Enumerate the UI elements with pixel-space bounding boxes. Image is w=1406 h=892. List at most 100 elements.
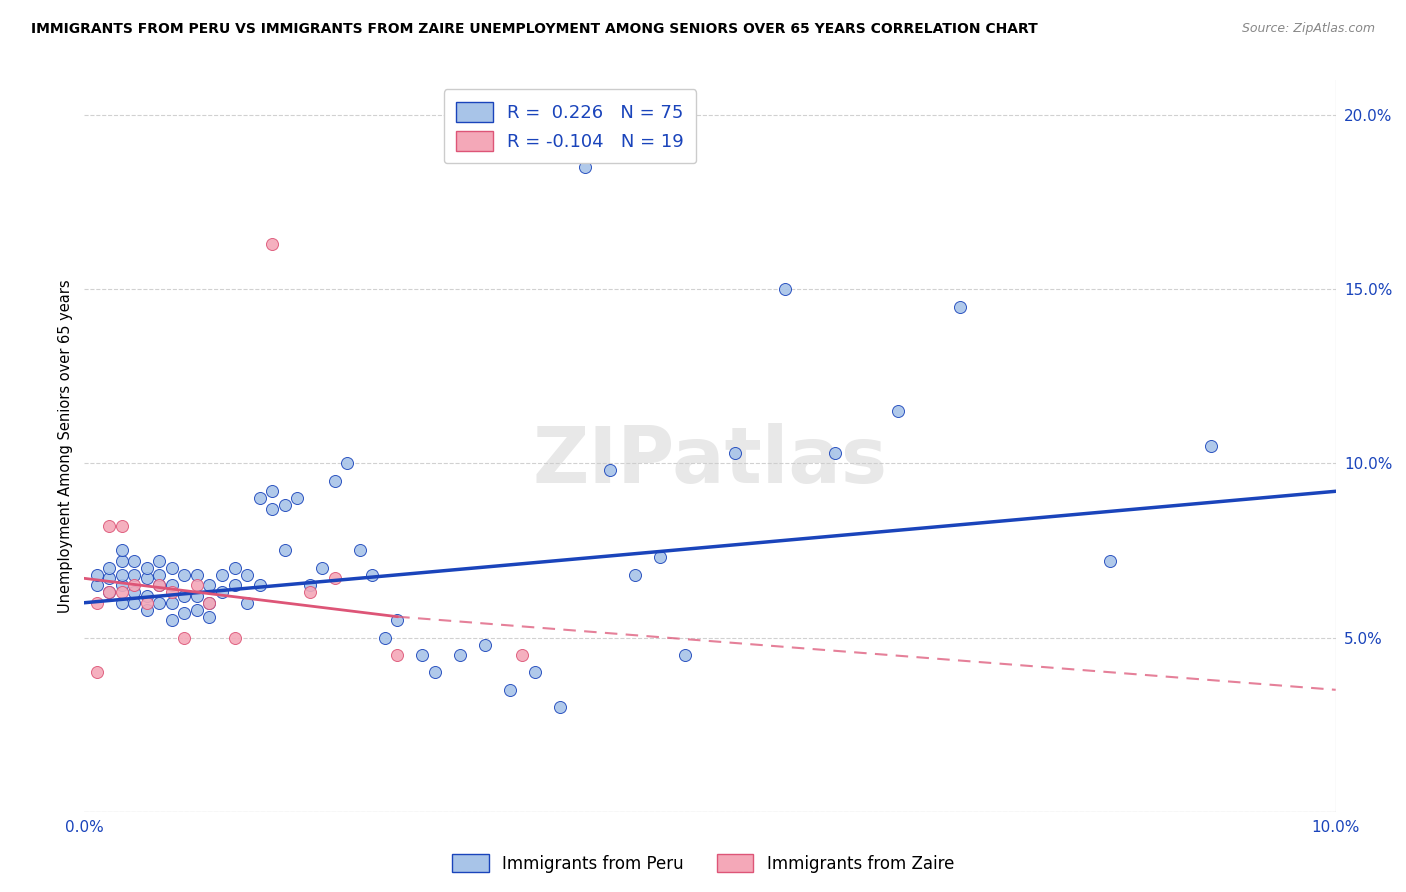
Point (648, 550, 671, 565)
Point (211, 567, 233, 582)
Point (411, 648, 433, 662)
Point (311, 561, 333, 575)
Point (160, 561, 183, 575)
Point (198, 596, 221, 610)
Point (361, 567, 384, 582)
Point (262, 237, 284, 252)
Legend: Immigrants from Peru, Immigrants from Zaire: Immigrants from Peru, Immigrants from Za… (446, 847, 960, 880)
Point (673, 648, 696, 662)
Point (198, 578, 221, 592)
Point (160, 613, 183, 627)
Point (98, 519, 121, 533)
Point (173, 631, 195, 645)
Point (111, 567, 134, 582)
Point (336, 457, 359, 471)
Text: IMMIGRANTS FROM PERU VS IMMIGRANTS FROM ZAIRE UNEMPLOYMENT AMONG SENIORS OVER 65: IMMIGRANTS FROM PERU VS IMMIGRANTS FROM … (31, 22, 1038, 37)
Y-axis label: Unemployment Among Seniors over 65 years: Unemployment Among Seniors over 65 years (58, 279, 73, 613)
Point (449, 648, 471, 662)
Point (98, 571, 121, 585)
Point (512, 648, 534, 662)
Point (285, 491, 308, 506)
Point (136, 603, 159, 617)
Point (148, 596, 170, 610)
Point (523, 665, 546, 680)
Point (298, 585, 321, 599)
Point (949, 300, 972, 314)
Point (887, 404, 910, 418)
Point (86, 578, 108, 592)
Point (148, 554, 170, 568)
Point (124, 596, 146, 610)
Point (724, 446, 747, 460)
Text: ZIPatlas: ZIPatlas (533, 423, 887, 499)
Point (423, 665, 446, 680)
Point (124, 554, 146, 568)
Point (273, 498, 295, 512)
Point (98, 561, 121, 575)
Point (148, 578, 170, 592)
Point (236, 567, 259, 582)
Point (124, 585, 146, 599)
Point (160, 585, 183, 599)
Point (86, 665, 108, 680)
Point (224, 561, 246, 575)
Point (224, 578, 246, 592)
Point (111, 578, 134, 592)
Point (111, 554, 134, 568)
Point (198, 609, 221, 624)
Point (111, 596, 134, 610)
Point (173, 567, 195, 582)
Point (374, 631, 396, 645)
Point (474, 638, 496, 652)
Legend: R =  0.226   N = 75, R = -0.104   N = 19: R = 0.226 N = 75, R = -0.104 N = 19 (444, 89, 696, 163)
Point (236, 596, 259, 610)
Point (574, 161, 596, 175)
Point (160, 578, 183, 592)
Point (136, 571, 159, 585)
Point (173, 606, 195, 620)
Point (323, 474, 346, 488)
Point (224, 631, 246, 645)
Point (624, 567, 647, 582)
Point (86, 567, 108, 582)
Point (249, 578, 271, 592)
Point (385, 613, 409, 627)
Point (211, 585, 233, 599)
Point (824, 446, 846, 460)
Point (86, 596, 108, 610)
Point (548, 700, 571, 714)
Point (111, 543, 134, 558)
Point (349, 543, 371, 558)
Text: Source: ZipAtlas.com: Source: ZipAtlas.com (1241, 22, 1375, 36)
Point (111, 519, 134, 533)
Point (599, 463, 621, 477)
Point (186, 578, 208, 592)
Point (298, 578, 321, 592)
Point (249, 491, 271, 506)
Point (98, 585, 121, 599)
Point (273, 543, 295, 558)
Point (148, 578, 170, 592)
Point (124, 567, 146, 582)
Point (160, 596, 183, 610)
Point (262, 501, 284, 516)
Point (198, 596, 221, 610)
Point (186, 603, 208, 617)
Point (111, 585, 134, 599)
Point (499, 682, 522, 697)
Point (773, 282, 796, 296)
Point (186, 589, 208, 603)
Point (98, 585, 121, 599)
Point (385, 648, 409, 662)
Point (136, 561, 159, 575)
Point (186, 567, 208, 582)
Point (136, 596, 159, 610)
Point (148, 567, 170, 582)
Point (1199, 439, 1222, 453)
Point (1099, 554, 1122, 568)
Point (173, 589, 195, 603)
Point (124, 578, 146, 592)
Point (323, 571, 346, 585)
Point (136, 589, 159, 603)
Point (262, 484, 284, 499)
